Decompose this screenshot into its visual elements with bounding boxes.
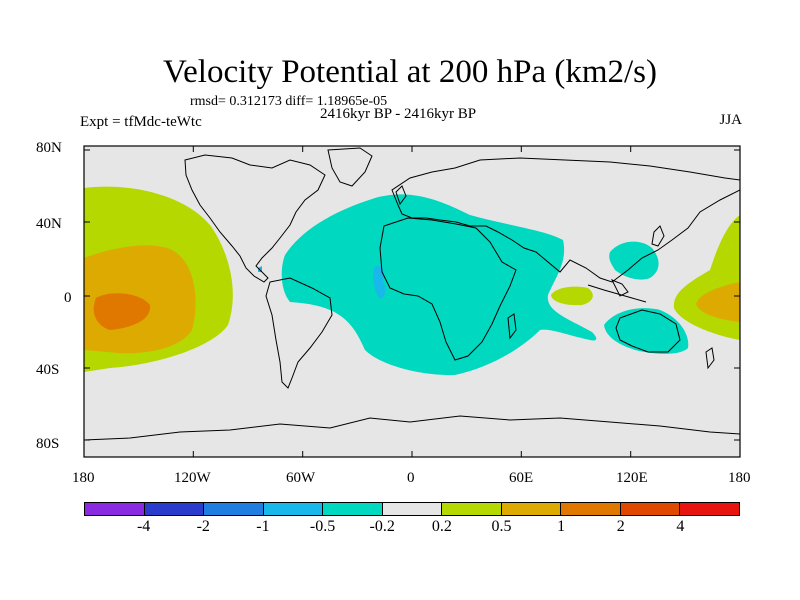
colorbar-label: 0.2 [431, 518, 452, 535]
colorbar-swatch [144, 503, 205, 515]
x-tick-label: 120E [616, 470, 648, 486]
period-label: 2416kyr BP - 2416kyr BP [320, 106, 477, 122]
continent-outline [651, 225, 665, 247]
continent-outline [507, 313, 517, 340]
continent-outline [615, 309, 681, 353]
contour-region [373, 265, 386, 299]
colorbar-swatch [442, 503, 502, 515]
colorbar-swatch [382, 503, 443, 515]
colorbar-swatch [85, 503, 145, 515]
contour-fill-layer [84, 186, 740, 376]
colorbar-label: -0.2 [369, 518, 395, 535]
x-tick-label: 120W [174, 470, 211, 486]
y-tick-label: 40N [36, 216, 62, 232]
contour-region [93, 293, 151, 330]
x-tick-label: 180 [728, 470, 751, 486]
x-tick-label: 60W [286, 470, 316, 486]
axis-ticks [83, 146, 741, 457]
contour-region [609, 241, 659, 280]
colorbar-swatch [323, 503, 383, 515]
coastlines [84, 147, 740, 441]
colorbar-swatch [561, 503, 621, 515]
rmsd-diff-stats: rmsd= 0.312173 diff= 1.18965e-05 [190, 94, 388, 109]
continent-outline [379, 217, 517, 361]
colorbar-label: -0.5 [309, 518, 336, 535]
colorbar-label: -4 [136, 518, 151, 535]
colorbar-swatch [501, 503, 562, 515]
colorbar-label: -2 [196, 518, 210, 535]
continent-outline [265, 277, 333, 389]
contour-region [281, 194, 597, 376]
continent-outline [705, 347, 715, 370]
colorbar-swatch [680, 503, 740, 515]
colorbar-label: 0.5 [491, 518, 512, 535]
colorbar-swatch [204, 503, 264, 515]
contour-region [696, 282, 740, 322]
y-tick-label: 40S [36, 362, 60, 378]
x-tick-label: 60E [509, 470, 534, 486]
experiment-label: Expt = tfMdc-teWtc [80, 114, 202, 130]
colorbar-label: 4 [676, 518, 685, 535]
contour-region [551, 286, 593, 306]
map-title: Velocity Potential at 200 hPa (km2/s) [162, 54, 658, 90]
colorbar-swatch [620, 503, 681, 515]
y-tick-label: 0 [64, 290, 72, 306]
continent-outline [587, 284, 647, 303]
x-tick-label: 180 [72, 470, 95, 486]
colorbar-label: 1 [557, 518, 566, 535]
colorbar-swatch [263, 503, 324, 515]
colorbar-label: -1 [256, 518, 270, 535]
continent-outline [395, 185, 407, 206]
y-tick-label: 80S [36, 436, 60, 452]
continent-outline [84, 415, 740, 441]
y-tick-label: 80N [36, 140, 62, 156]
continent-outline [610, 279, 629, 297]
x-tick-label: 0 [407, 470, 415, 486]
colorbar-label: 2 [616, 518, 625, 535]
continent-outline [184, 154, 326, 283]
season-label: JJA [719, 112, 742, 128]
continent-outline [327, 147, 373, 187]
colorbar [84, 502, 740, 516]
continent-outline [391, 157, 740, 283]
